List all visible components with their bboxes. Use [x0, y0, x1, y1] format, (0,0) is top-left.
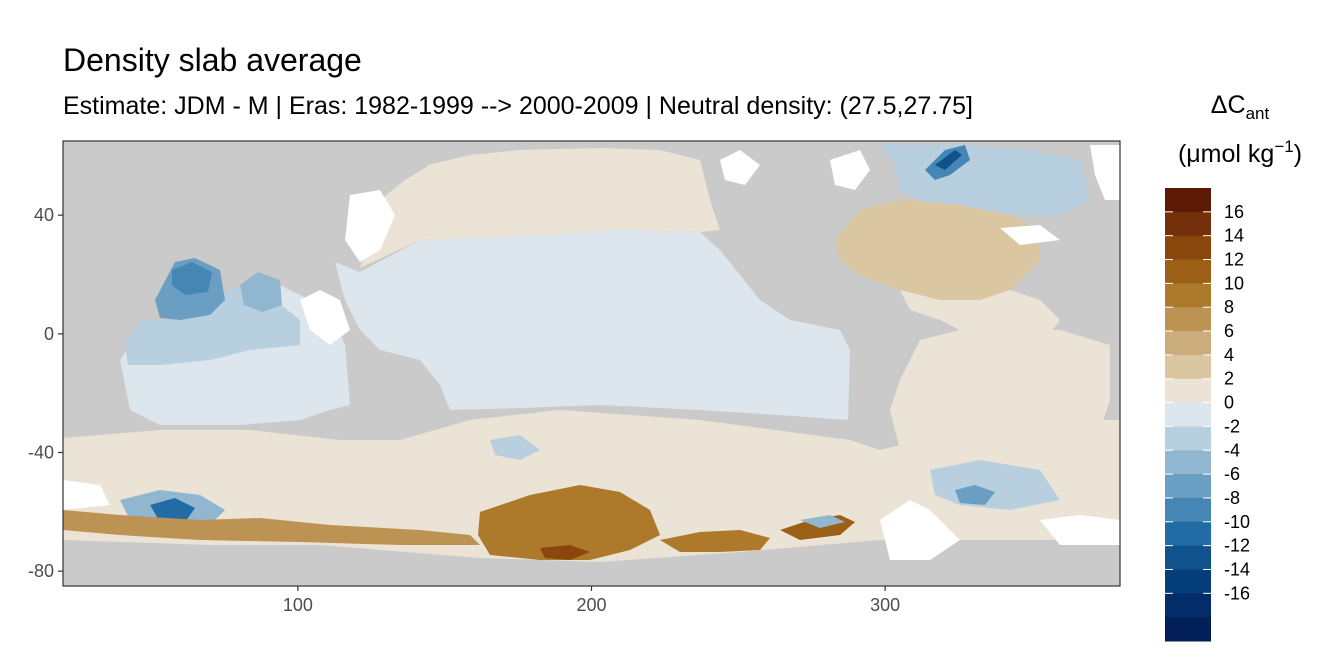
legend-swatch — [1165, 211, 1211, 237]
y-tick-label: -40 — [28, 443, 54, 463]
ross-sea-margin — [478, 485, 660, 560]
x-tick-label: 300 — [870, 595, 900, 615]
bay-of-bengal — [240, 272, 282, 312]
tasman-blue — [490, 435, 540, 460]
legend-label: 8 — [1224, 297, 1234, 317]
arabian-sea-core — [172, 262, 212, 295]
white-gap-north-america — [720, 150, 760, 185]
chart-subtitle: Estimate: JDM - M | Eras: 1982-1999 --> … — [63, 92, 973, 120]
legend-label: -8 — [1224, 488, 1240, 508]
white-gap-antarctica-east — [1040, 515, 1120, 545]
white-gap-scotia — [880, 500, 960, 560]
legend-label: -14 — [1224, 559, 1250, 579]
legend-unit-sup: −1 — [1274, 137, 1293, 156]
legend-label: 6 — [1224, 321, 1234, 341]
white-gap-hudson — [830, 150, 870, 190]
legend-label: -4 — [1224, 440, 1240, 460]
legend-label: 14 — [1224, 226, 1244, 246]
white-gap-greenland — [1090, 145, 1120, 200]
legend-label: -2 — [1224, 416, 1240, 436]
legend-swatch — [1165, 354, 1211, 380]
legend-unit-suffix: ) — [1294, 140, 1302, 168]
legend-swatch — [1165, 593, 1211, 618]
legend-swatch — [1165, 235, 1211, 261]
white-gap-antarctica-west — [63, 480, 110, 510]
y-tick-label: -80 — [28, 561, 54, 581]
north-atlantic-subtropical — [835, 200, 1040, 300]
legend-label: -6 — [1224, 464, 1240, 484]
north-pacific-west — [380, 165, 440, 240]
legend-label: 16 — [1224, 202, 1244, 222]
amundsen-margin — [660, 530, 770, 552]
map-panel — [63, 141, 1120, 586]
legend-unit: (μmol kg−1) — [1178, 137, 1302, 168]
antarctic-margin-indian — [63, 510, 480, 545]
legend-swatch — [1165, 331, 1211, 356]
chart-title: Density slab average — [63, 42, 362, 78]
legend-swatch — [1165, 188, 1211, 213]
south-atlantic — [890, 330, 1110, 450]
legend-unit-prefix: (μmol kg — [1178, 140, 1274, 168]
white-gap-indonesia — [300, 290, 350, 345]
white-gap-east-asia — [345, 190, 395, 262]
south-ocean-base — [63, 410, 1120, 562]
legend-swatch — [1165, 378, 1211, 404]
legend-colorbar: 16 14 12 10 8 6 4 2 0 -2 -4 -6 -8 -10 -12 -14 -16 — [1165, 188, 1250, 642]
southern-indian-core — [150, 498, 195, 522]
legend-swatch — [1165, 426, 1211, 451]
white-gap-mediterranean — [1000, 225, 1060, 245]
bellingshausen-blue — [800, 515, 845, 528]
south-atlantic-blue-core — [955, 485, 995, 505]
legend-label: -10 — [1224, 512, 1250, 532]
legend-label: 2 — [1224, 369, 1234, 389]
legend-title-sub: ant — [1246, 104, 1270, 123]
legend-swatch — [1165, 569, 1211, 594]
legend-swatch — [1165, 474, 1211, 499]
legend-swatch — [1165, 545, 1211, 570]
legend-swatch — [1165, 307, 1211, 332]
legend-title: ΔCant — [1211, 91, 1270, 123]
legend-swatch — [1165, 497, 1211, 523]
legend-swatch — [1165, 617, 1211, 642]
legend-swatch — [1165, 259, 1211, 284]
legend-label: 10 — [1224, 273, 1244, 293]
legend-label: 0 — [1224, 393, 1234, 413]
y-tick-label: 0 — [44, 324, 54, 344]
ross-sea-dark — [540, 545, 590, 560]
legend-label: -16 — [1224, 583, 1250, 603]
x-tick-label: 100 — [283, 595, 313, 615]
tropical-pacific-ocean — [335, 230, 850, 420]
north-pacific-ocean — [360, 148, 720, 268]
north-atlantic-subtropical-light — [900, 290, 1060, 340]
legend-label: 12 — [1224, 250, 1244, 270]
legend-label: 4 — [1224, 345, 1234, 365]
legend-title-main: ΔC — [1211, 91, 1246, 119]
legend-swatch — [1165, 450, 1211, 475]
labrador-sea-dark — [935, 150, 962, 170]
legend: ΔCant (μmol kg−1) 16 14 12 10 8 6 4 2 0 -2 -4 -6 -8 -… — [1165, 91, 1302, 642]
legend-label: -12 — [1224, 536, 1250, 556]
y-tick-label: 40 — [34, 205, 54, 225]
legend-swatch — [1165, 521, 1211, 547]
legend-swatch — [1165, 283, 1211, 308]
legend-swatch — [1165, 402, 1211, 427]
x-tick-label: 200 — [576, 595, 606, 615]
